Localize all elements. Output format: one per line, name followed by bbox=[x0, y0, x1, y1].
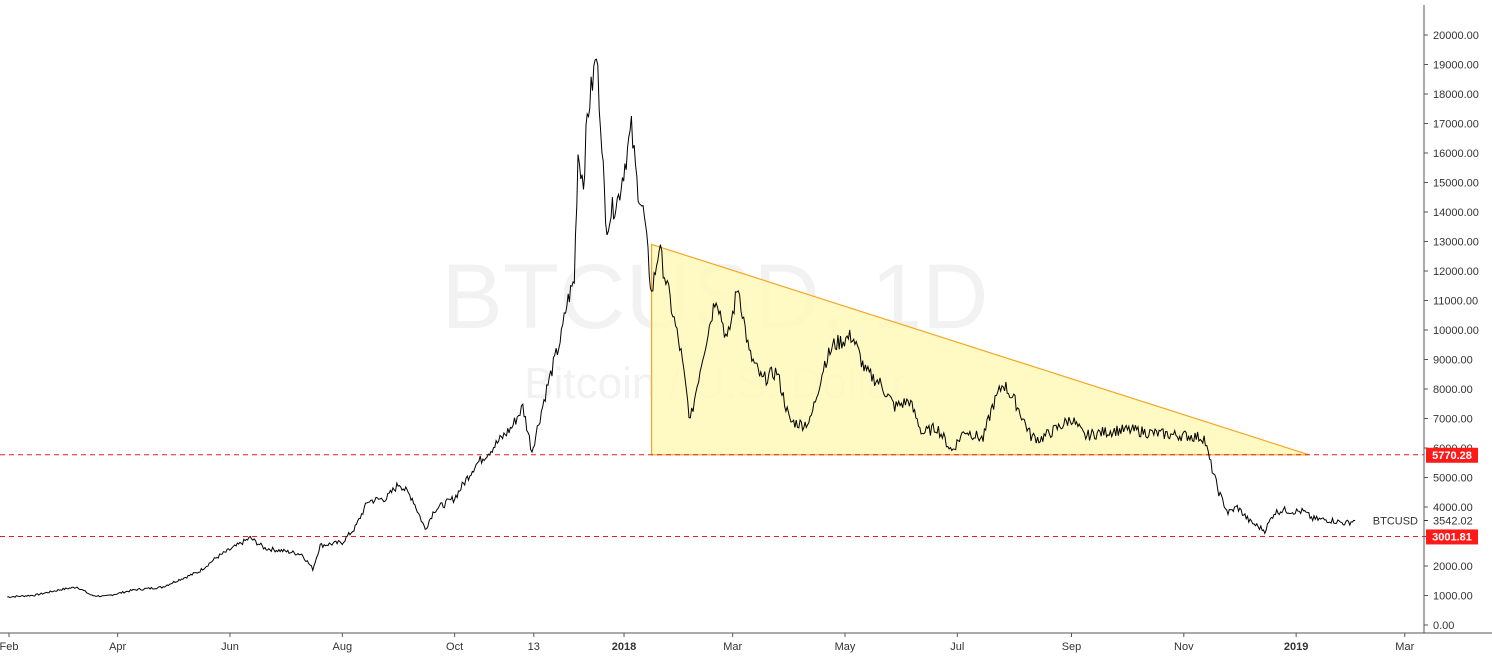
y-tick-label: 14000.00 bbox=[1433, 207, 1479, 219]
y-tick-label: 5000.00 bbox=[1433, 473, 1473, 485]
price-series bbox=[7, 58, 1356, 599]
price-line bbox=[7, 58, 1356, 599]
x-tick-label: 13 bbox=[528, 641, 540, 653]
support-label-bg bbox=[1426, 529, 1478, 545]
x-tick-label: Apr bbox=[109, 641, 126, 653]
y-tick-label: 7000.00 bbox=[1433, 414, 1473, 426]
last-price-symbol: BTCUSD bbox=[1373, 516, 1418, 528]
x-tick-label: Jul bbox=[950, 641, 964, 653]
x-tick-label: Aug bbox=[333, 641, 353, 653]
x-tick-label: Oct bbox=[446, 641, 463, 653]
y-tick-label: 10000.00 bbox=[1433, 325, 1479, 337]
descending-triangle bbox=[650, 243, 1310, 456]
support-lines bbox=[0, 454, 1424, 537]
y-tick-label: 17000.00 bbox=[1433, 119, 1479, 131]
support-label: 3001.81 bbox=[1432, 531, 1472, 543]
x-tick-label: 2018 bbox=[612, 641, 636, 653]
y-tick-label: 8000.00 bbox=[1433, 384, 1473, 396]
x-tick-label: May bbox=[835, 641, 856, 653]
y-tick-label: 12000.00 bbox=[1433, 266, 1479, 278]
x-axis: Feb Apr Jun Aug Oct 13 2018 Mar May Jul Sep Nov 2019… bbox=[0, 633, 1415, 653]
x-tick-label: 2019 bbox=[1284, 641, 1308, 653]
y-tick-label: 0.00 bbox=[1433, 620, 1454, 632]
y-tick-label: 15000.00 bbox=[1433, 178, 1479, 190]
y-tick-label: 19000.00 bbox=[1433, 60, 1479, 72]
y-tick-label: 9000.00 bbox=[1433, 355, 1473, 367]
y-tick-label: 18000.00 bbox=[1433, 89, 1479, 101]
support-label: 5770.28 bbox=[1432, 450, 1472, 462]
x-tick-label: Mar bbox=[723, 641, 742, 653]
x-tick-label: Nov bbox=[1174, 641, 1194, 653]
y-tick-label: 20000.00 bbox=[1433, 30, 1479, 42]
y-tick-label: 13000.00 bbox=[1433, 237, 1479, 249]
y-tick-label: 11000.00 bbox=[1433, 296, 1478, 308]
x-tick-label: Feb bbox=[0, 641, 18, 653]
price-labels: 5770.28 3001.81 BTCUSD 3542.02 bbox=[1373, 447, 1478, 545]
support-label-bg bbox=[1426, 447, 1478, 463]
x-tick-label: Jun bbox=[221, 641, 239, 653]
y-tick-label: 2000.00 bbox=[1433, 561, 1473, 573]
last-price-value: 3542.02 bbox=[1433, 516, 1473, 528]
y-tick-label: 4000.00 bbox=[1433, 502, 1473, 514]
x-tick-label: Mar bbox=[1395, 641, 1414, 653]
triangle-shape bbox=[650, 243, 1310, 456]
y-tick-label: 1000.00 bbox=[1433, 591, 1473, 603]
y-tick-label: 16000.00 bbox=[1433, 148, 1479, 160]
x-tick-label: Sep bbox=[1062, 641, 1082, 653]
